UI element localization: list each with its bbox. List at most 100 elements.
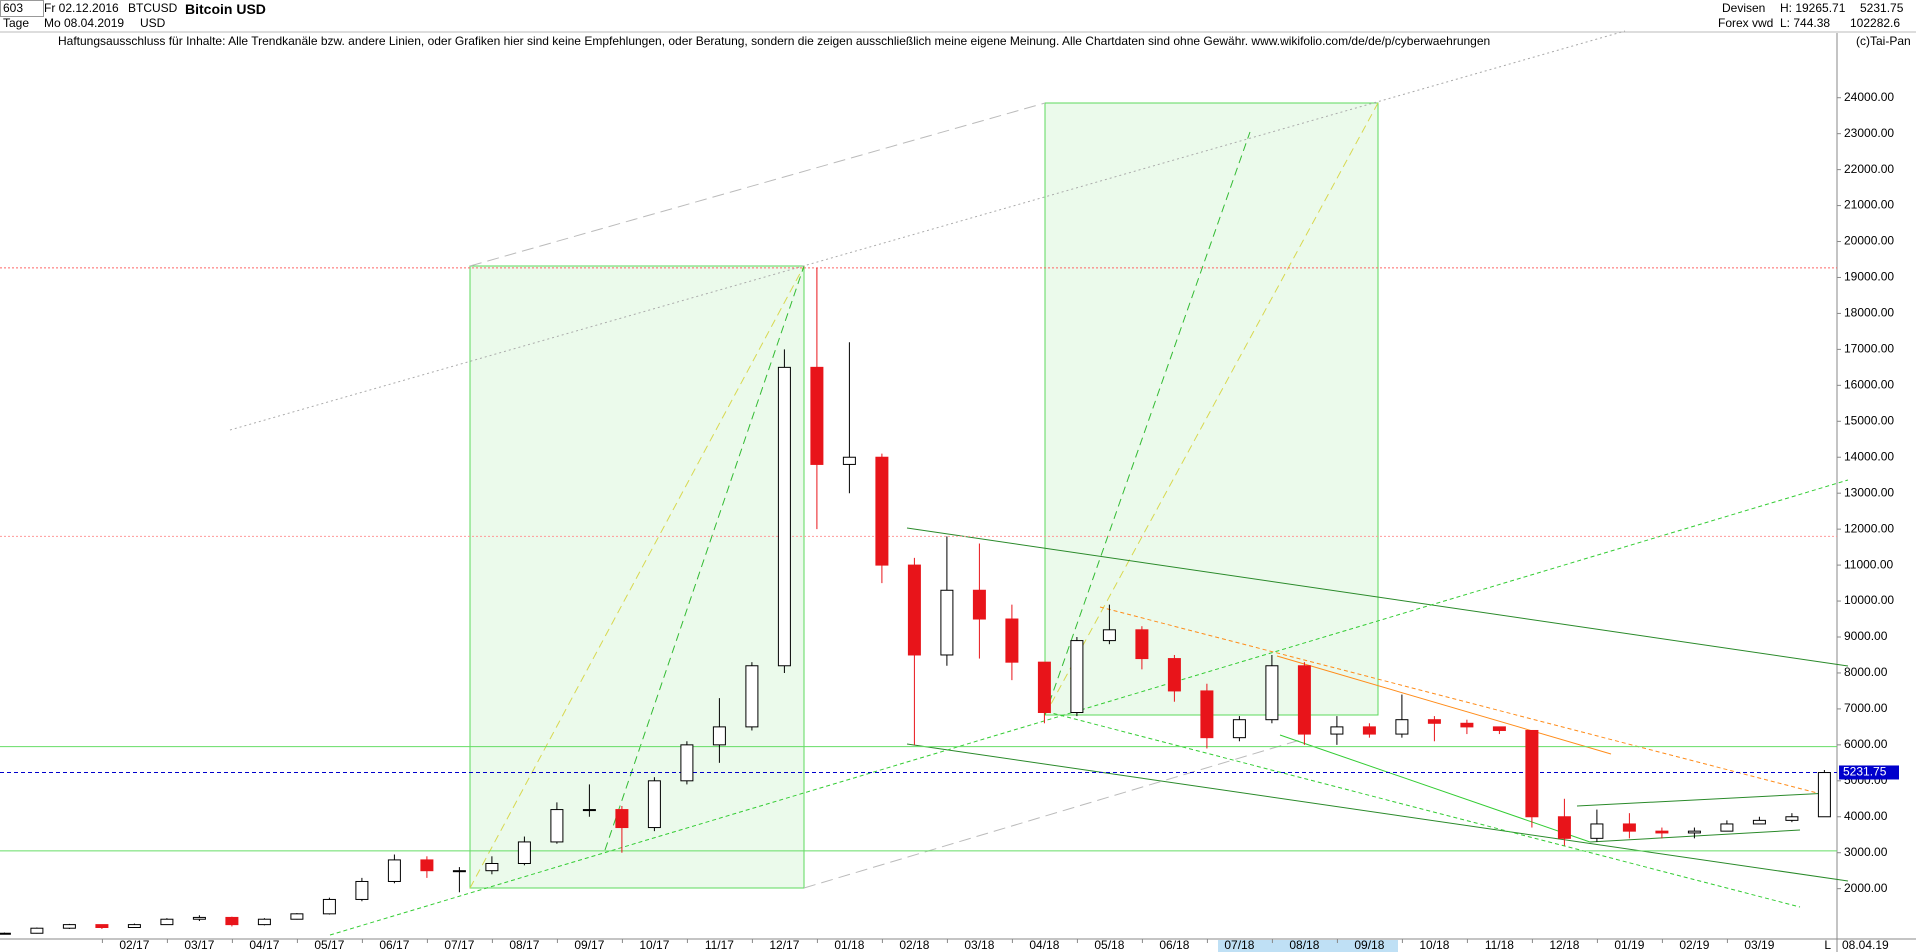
candle-body: [1622, 823, 1636, 832]
last-value: 5231.75: [1860, 1, 1904, 15]
candle-body: [30, 927, 44, 934]
trendline: [1279, 734, 1591, 843]
candles: [0, 267, 1831, 935]
trendlines: [229, 30, 1849, 936]
y-tick-label: 17000.00: [1844, 342, 1894, 356]
candle-body: [355, 880, 369, 900]
candle-body: [322, 898, 336, 915]
x-tick-label: 01/19: [1614, 938, 1644, 952]
candle-body: [387, 859, 401, 882]
candle-body: [1200, 690, 1214, 739]
x-tick-label: 02/18: [899, 938, 929, 952]
y-tick-label: 6000.00: [1844, 737, 1888, 751]
candle-body: [1330, 726, 1344, 735]
trendline: [229, 30, 1626, 431]
to-date: Mo 08.04.2019: [44, 16, 125, 30]
candle-body: [1070, 640, 1084, 713]
candle-body: [1785, 816, 1799, 821]
source: Forex vwd: [1718, 16, 1774, 30]
candle-body: [1590, 823, 1604, 839]
candle-body: [452, 870, 466, 873]
y-tick-label: 4000.00: [1844, 809, 1888, 823]
y-tick-label: 9000.00: [1844, 629, 1888, 643]
disclaimer: Haftungsausschluss für Inhalte: Alle Tre…: [58, 34, 1491, 48]
axis-selection: [1218, 940, 1398, 952]
x-tick-label: 11/17: [705, 938, 734, 952]
y-tick-label: 7000.00: [1844, 701, 1888, 715]
candle-body: [62, 924, 76, 929]
y-tick-label: 15000.00: [1844, 413, 1894, 427]
scale-mode: L: [1824, 938, 1831, 952]
trendline: [469, 102, 1046, 267]
range-box: [1044, 102, 1379, 716]
symbol: BTCUSD: [128, 1, 178, 15]
y-tick-label: 20000.00: [1844, 234, 1894, 248]
x-tick-label: 03/17: [184, 938, 214, 952]
x-tick-label: 05/17: [314, 938, 344, 952]
candle-body: [1362, 726, 1376, 735]
candle-body: [257, 918, 271, 926]
candle-body: [1492, 726, 1506, 731]
x-tick-label: 09/18: [1354, 938, 1384, 952]
y-tick-label: 19000.00: [1844, 270, 1894, 284]
trendline: [1589, 829, 1801, 843]
x-tick-label: 03/18: [964, 938, 994, 952]
y-tick-label: 24000.00: [1844, 90, 1894, 104]
trendline: [1099, 606, 1822, 795]
candle-body: [192, 916, 206, 920]
candle-body: [420, 859, 434, 872]
candle-body: [1525, 729, 1539, 818]
candle-body: [1752, 819, 1766, 825]
x-tick-label: 06/18: [1159, 938, 1189, 952]
candle-body: [1817, 772, 1831, 818]
y-tick-label: 14000.00: [1844, 449, 1894, 463]
chart-id: 603: [3, 1, 24, 15]
y-tick-label: 13000.00: [1844, 485, 1894, 499]
candle-body: [1232, 719, 1246, 739]
high-value: H: 19265.71: [1780, 1, 1846, 15]
x-tick-label: 07/18: [1224, 938, 1254, 952]
candle-body: [1135, 629, 1149, 660]
market: Devisen: [1722, 1, 1766, 15]
candle-body: [1167, 658, 1181, 692]
instrument-name: Bitcoin USD: [185, 1, 266, 17]
x-tick-label: 04/18: [1029, 938, 1059, 952]
y-tick-label: 11000.00: [1844, 557, 1893, 571]
candle-body: [972, 589, 986, 620]
candle-body: [810, 366, 824, 465]
candle-body: [1395, 719, 1409, 735]
x-tick-label: 07/17: [444, 938, 474, 952]
trendline: [906, 527, 1849, 667]
candle-body: [1655, 830, 1669, 834]
candle-body: [875, 456, 889, 566]
candle-body: [1720, 823, 1734, 832]
x-tick-label: 08/18: [1289, 938, 1319, 952]
y-tick-label: 10000.00: [1844, 593, 1894, 607]
trendline: [906, 743, 1849, 882]
x-tick-label: 10/18: [1419, 938, 1449, 952]
candle-body: [842, 456, 856, 465]
candle-body: [1037, 661, 1051, 714]
candle-body: [290, 913, 304, 920]
y-tick-label: 21000.00: [1844, 198, 1894, 212]
candle-body: [1297, 665, 1311, 735]
candle-body: [1460, 722, 1474, 728]
y-tick-label: 16000.00: [1844, 378, 1894, 392]
candle-body: [907, 564, 921, 656]
x-tick-label: 10/17: [639, 938, 669, 952]
x-tick-label: 12/17: [769, 938, 799, 952]
x-tick-label: 05/18: [1094, 938, 1124, 952]
candle-body: [745, 665, 759, 728]
trendline: [803, 739, 1301, 889]
y-tick-label: 12000.00: [1844, 521, 1894, 535]
y-tick-label: 23000.00: [1844, 126, 1894, 140]
currency: USD: [140, 16, 166, 30]
id-box[interactable]: [0, 0, 44, 17]
last-price-tag: [1839, 765, 1899, 780]
candle-body: [127, 924, 141, 928]
candle-body: [517, 841, 531, 865]
candle-body: [160, 918, 174, 926]
trendline: [1039, 709, 1801, 908]
trendline: [604, 265, 805, 851]
